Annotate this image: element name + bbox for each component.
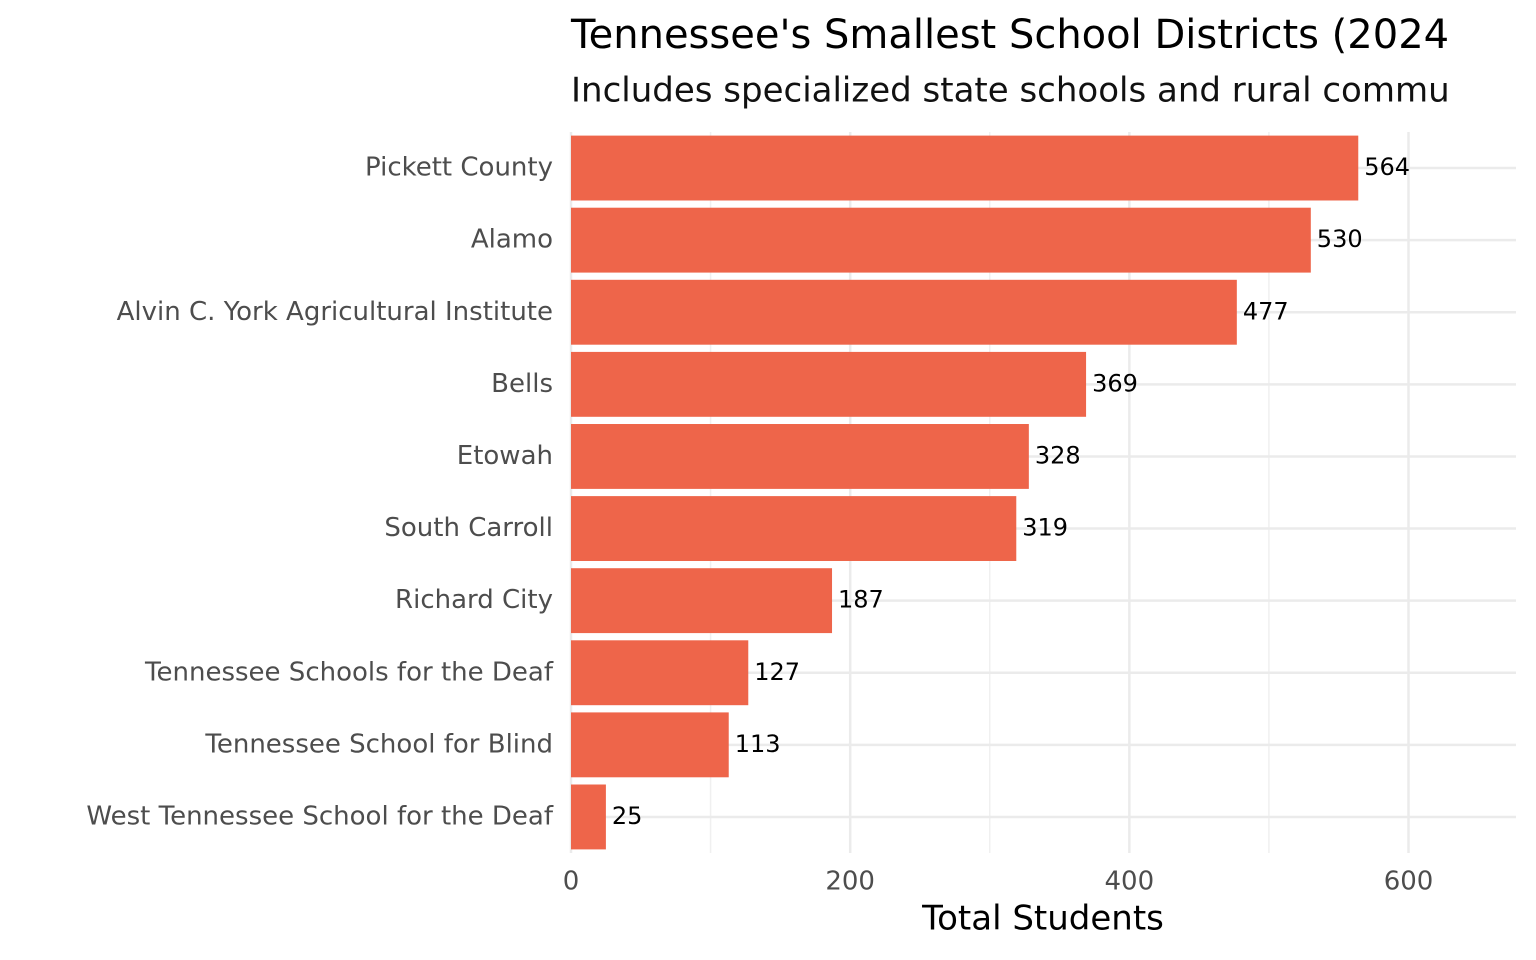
bar	[571, 351, 1087, 417]
x-tick-label: 0	[563, 867, 580, 897]
bar	[571, 207, 1311, 273]
bar	[571, 424, 1029, 489]
y-tick-label: Richard City	[395, 585, 553, 615]
value-label: 530	[1317, 225, 1363, 253]
bar	[571, 712, 729, 778]
bar	[571, 279, 1237, 345]
value-label: 564	[1364, 153, 1410, 181]
chart-title: Tennessee's Smallest School Districts (2…	[570, 12, 1449, 58]
x-tick-label: 400	[1105, 867, 1155, 897]
bar	[571, 640, 749, 706]
y-tick-label: Alvin C. York Agricultural Institute	[117, 297, 553, 327]
value-label: 187	[838, 586, 884, 614]
x-tick-label: 600	[1384, 867, 1434, 897]
bar	[571, 784, 606, 850]
bar	[571, 568, 833, 634]
y-tick-label: South Carroll	[384, 513, 553, 543]
y-tick-label: Bells	[491, 369, 553, 399]
value-label: 25	[612, 802, 643, 830]
value-label: 328	[1035, 441, 1081, 469]
y-tick-label: Etowah	[457, 441, 553, 471]
chart-subtitle: Includes specialized state schools and r…	[571, 71, 1450, 111]
x-axis-label: Total Students	[921, 899, 1164, 939]
value-label: 319	[1022, 514, 1068, 542]
value-label: 369	[1092, 369, 1138, 397]
value-label: 127	[754, 658, 800, 686]
y-tick-label: Alamo	[471, 225, 553, 255]
value-label: 477	[1243, 297, 1289, 325]
y-tick-label: Tennessee Schools for the Deaf	[144, 657, 554, 687]
bar	[571, 135, 1359, 201]
bar	[571, 496, 1017, 561]
y-tick-label: West Tennessee School for the Deaf	[86, 801, 553, 831]
y-tick-label: Tennessee School for Blind	[204, 729, 553, 759]
value-label: 113	[735, 730, 781, 758]
y-tick-label: Pickett County	[365, 153, 553, 183]
x-tick-label: 200	[825, 867, 875, 897]
